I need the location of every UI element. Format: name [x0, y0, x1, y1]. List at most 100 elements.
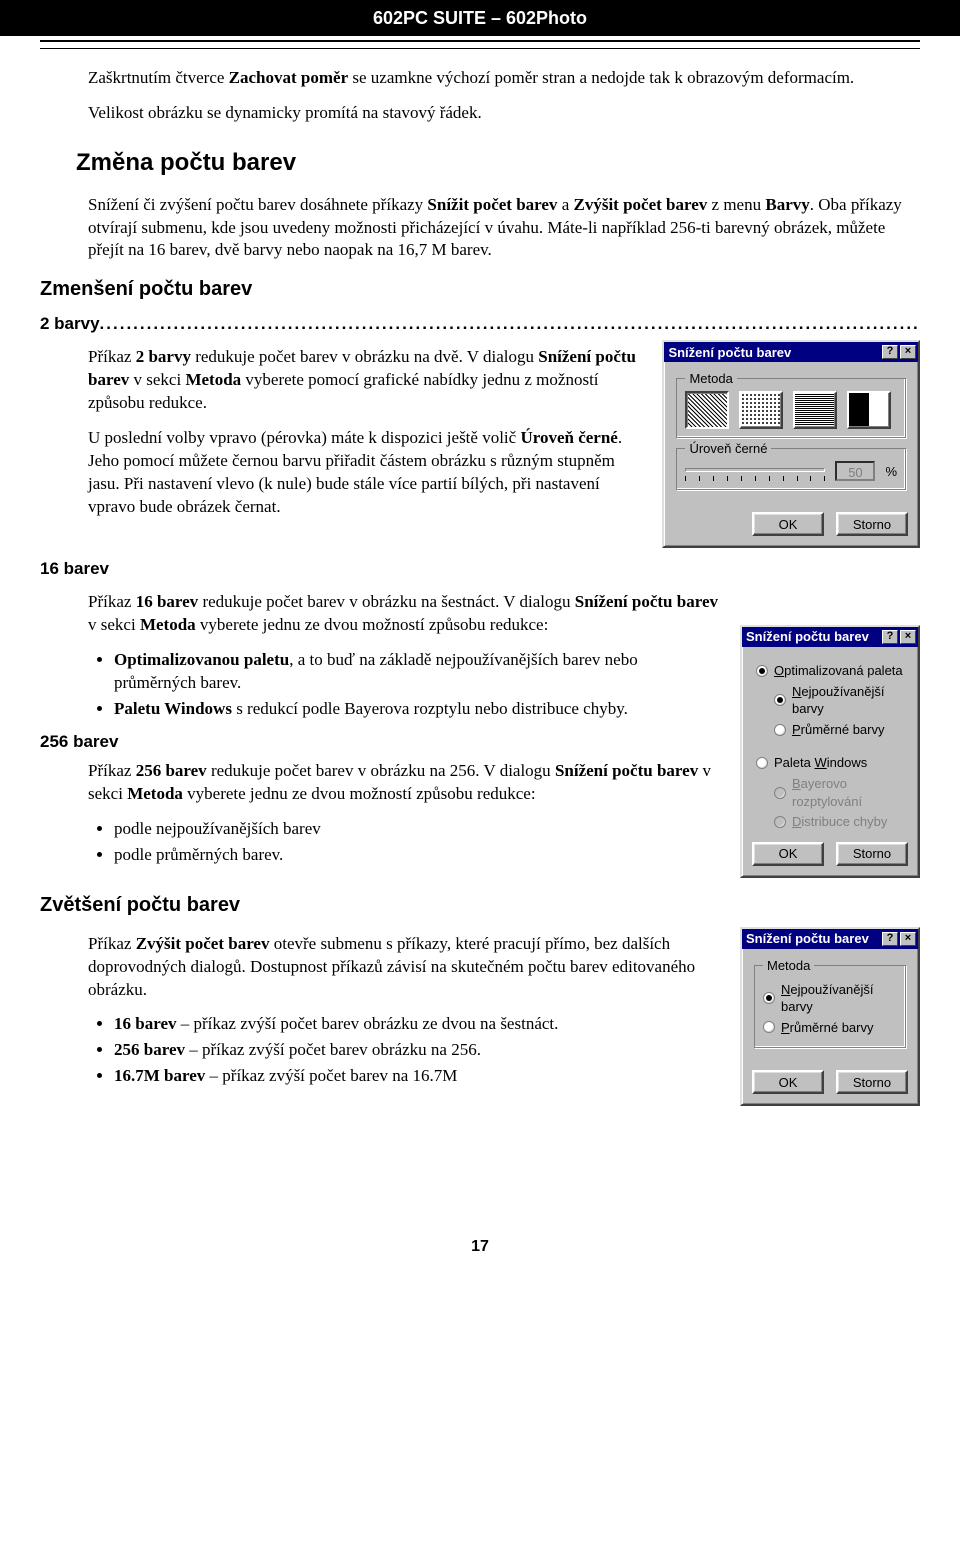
group-black-level: Úroveň černé 50 % — [676, 448, 906, 490]
text: U poslední volby vpravo (pérovka) máte k… — [88, 428, 520, 447]
help-icon[interactable]: ? — [882, 932, 898, 946]
heading-16barev: 16 barev — [40, 558, 920, 581]
change-p: Snížení či zvýšení počtu barev dosáhnete… — [88, 194, 920, 263]
text-bold: Metoda — [127, 784, 183, 803]
list-item: 16.7M barev – příkaz zvýší počet barev n… — [114, 1065, 720, 1088]
radio-optimized-palette[interactable]: Optimalizovaná paleta — [756, 662, 904, 680]
pattern-option-3[interactable] — [793, 391, 837, 429]
text: – příkaz zvýší počet barev na 16.7M — [205, 1066, 457, 1085]
radio-most-used[interactable]: Nejpoužívanější barvy — [774, 683, 904, 718]
text-bold: Snížení počtu barev — [575, 592, 718, 611]
dialog-title: Snížení počtu barev — [746, 930, 880, 948]
dialog-reduce-2: Snížení počtu barev ? × Metoda Úroveň če… — [662, 340, 920, 548]
text: Snížení či zvýšení počtu barev dosáhnete… — [88, 195, 427, 214]
cancel-button[interactable]: Storno — [836, 512, 908, 536]
text: s redukcí podle Bayerova rozptylu nebo d… — [232, 699, 628, 718]
s16-p1: Příkaz 16 barev redukuje počet barev v o… — [88, 591, 720, 637]
cancel-button[interactable]: Storno — [836, 842, 908, 866]
heading-increase: Zvětšení počtu barev — [40, 892, 920, 919]
radio-average[interactable]: Průměrné barvy — [763, 1019, 897, 1037]
text: a — [557, 195, 573, 214]
slider[interactable] — [685, 462, 825, 481]
text-bold: Metoda — [185, 370, 241, 389]
slider-ticks — [685, 476, 825, 481]
radio-average[interactable]: Průměrné barvy — [774, 721, 904, 739]
group-legend: Úroveň černé — [685, 440, 771, 458]
pattern-option-4[interactable] — [847, 391, 891, 429]
close-icon[interactable]: × — [900, 932, 916, 946]
change-block: Snížení či zvýšení počtu barev dosáhnete… — [88, 194, 920, 263]
group-method: Metoda Nejpoužívanější barvy Průměrné ba… — [754, 965, 906, 1049]
text: redukuje počet barev v obrázku na dvě. V… — [191, 347, 538, 366]
black-level-value: 50 — [835, 461, 875, 481]
pattern-row — [685, 391, 897, 429]
dialog-body: Optimalizovaná paleta Nejpoužívanější ba… — [742, 647, 918, 839]
inc-p1: Příkaz Zvýšit počet barev otevře submenu… — [88, 933, 720, 1002]
doc-title: 602PC SUITE – 602Photo — [373, 8, 587, 28]
heading-change: Změna počtu barev — [76, 147, 920, 179]
list-item: 16 barev – příkaz zvýší počet barev obrá… — [114, 1013, 720, 1036]
text-bold: 256 barev — [136, 761, 207, 780]
page-body: Zaškrtnutím čtverce Zachovat poměr se uz… — [0, 40, 960, 1298]
text-bold: Snížení počtu barev — [555, 761, 698, 780]
text: Příkaz — [88, 934, 136, 953]
list-item: podle průměrných barev. — [114, 844, 720, 867]
page-number: 17 — [40, 1236, 920, 1258]
dialog-body: Metoda Nejpoužívanější barvy Průměrné ba… — [742, 949, 918, 1069]
close-icon[interactable]: × — [900, 345, 916, 359]
text-bold: 16 barev — [136, 592, 199, 611]
dialog-reduce-16: Snížení počtu barev ? × Optimalizovaná p… — [740, 625, 920, 877]
group-legend: Metoda — [763, 957, 814, 975]
pattern-option-2[interactable] — [739, 391, 783, 429]
section-increase-text: Příkaz Zvýšit počet barev otevře submenu… — [88, 927, 720, 1099]
help-icon[interactable]: ? — [882, 345, 898, 359]
text: redukuje počet barev v obrázku na šestná… — [198, 592, 575, 611]
s16-list: Optimalizovanou paletu, a to buď na zákl… — [88, 649, 720, 721]
close-icon[interactable]: × — [900, 630, 916, 644]
slider-track[interactable] — [685, 468, 825, 472]
text-bold: 256 barev — [114, 1040, 185, 1059]
dialog-titlebar[interactable]: Snížení počtu barev ? × — [742, 929, 918, 949]
text: – příkaz zvýší počet barev obrázku ze dv… — [177, 1014, 559, 1033]
text-bold: Paletu Windows — [114, 699, 232, 718]
percent-label: % — [885, 463, 897, 481]
ok-button[interactable]: OK — [752, 512, 824, 536]
cancel-button[interactable]: Storno — [836, 1070, 908, 1094]
text: z menu — [707, 195, 765, 214]
dialog-titlebar[interactable]: Snížení počtu barev ? × — [742, 627, 918, 647]
radio-windows-palette[interactable]: Paleta Windows — [756, 754, 904, 772]
text-bold: 16.7M barev — [114, 1066, 205, 1085]
text-bold: Barvy — [765, 195, 809, 214]
rule-thin — [40, 48, 920, 49]
text: Příkaz — [88, 761, 136, 780]
text-bold: Optimalizovanou paletu — [114, 650, 289, 669]
group-legend: Metoda — [685, 370, 736, 388]
list-item: Optimalizovanou paletu, a to buď na zákl… — [114, 649, 720, 695]
dialog-titlebar[interactable]: Snížení počtu barev ? × — [664, 342, 918, 362]
dots — [100, 313, 920, 336]
text-bold: 16 barev — [114, 1014, 177, 1033]
s2-p1: Příkaz 2 barvy redukuje počet barev v ob… — [88, 346, 642, 415]
section-16-text: Příkaz 16 barev redukuje počet barev v o… — [88, 585, 720, 876]
s2-p2: U poslední volby vpravo (pérovka) máte k… — [88, 427, 642, 519]
dialog-buttons: OK Storno — [742, 840, 918, 876]
radio-bayer: Bayerovo rozptylování — [774, 775, 904, 810]
text: Příkaz — [88, 347, 136, 366]
ok-button[interactable]: OK — [752, 1070, 824, 1094]
text: Zaškrtnutím čtverce — [88, 68, 229, 87]
list-item: podle nejpoužívanějších barev — [114, 818, 720, 841]
radio-error-diffusion: Distribuce chyby — [774, 813, 904, 831]
text: 2 barvy — [40, 313, 100, 336]
radio-most-used[interactable]: Nejpoužívanější barvy — [763, 981, 897, 1016]
s256-list: podle nejpoužívanějších barev podle prům… — [88, 818, 720, 867]
dialog-buttons: OK Storno — [742, 1068, 918, 1104]
s256-p1: Příkaz 256 barev redukuje počet barev v … — [88, 760, 720, 806]
text-bold: Snížit počet barev — [427, 195, 557, 214]
text: se uzamkne výchozí poměr stran a nedojde… — [348, 68, 854, 87]
text-bold: 2 barvy — [136, 347, 191, 366]
ok-button[interactable]: OK — [752, 842, 824, 866]
pattern-option-1[interactable] — [685, 391, 729, 429]
text-bold: Úroveň černé — [520, 428, 617, 447]
dialog-body: Metoda Úroveň černé — [664, 362, 918, 510]
help-icon[interactable]: ? — [882, 630, 898, 644]
